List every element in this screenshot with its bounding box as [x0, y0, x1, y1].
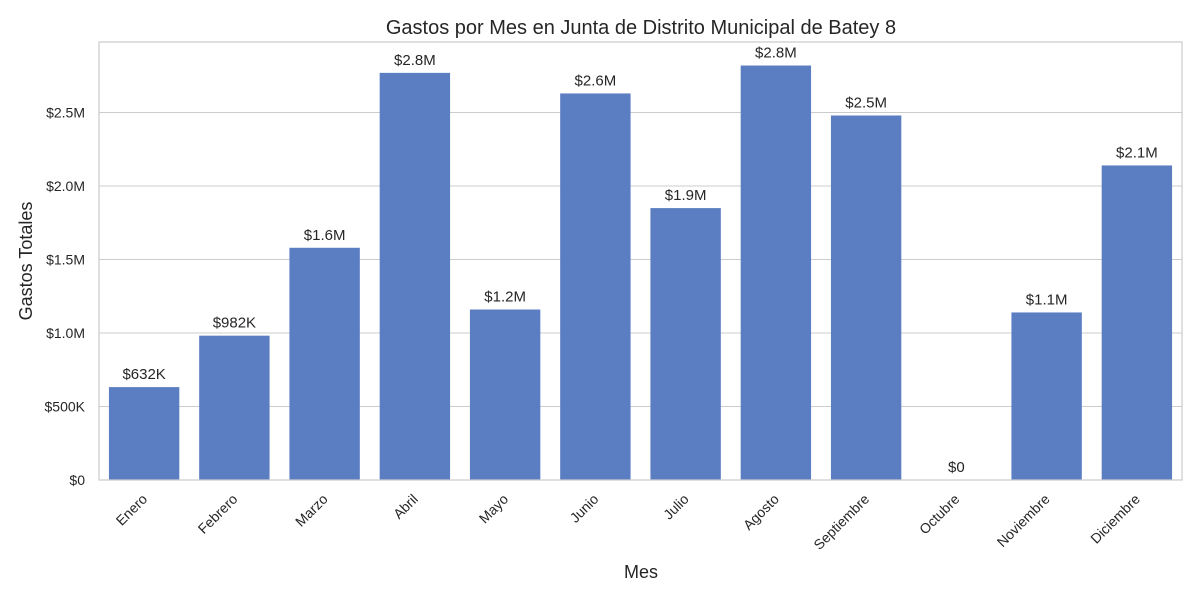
- x-tick-label: Marzo: [292, 491, 331, 530]
- bar: [650, 208, 721, 480]
- x-axis-title: Mes: [624, 562, 658, 582]
- plot-frame: [98, 41, 1183, 481]
- y-tick-label: $1.0M: [46, 325, 85, 341]
- y-axis-ticks: $0 $500K $1.0M $1.5M $2.0M $2.5M: [45, 105, 86, 488]
- bar: [1101, 165, 1173, 481]
- x-tick-label: Mayo: [476, 491, 512, 527]
- bar: [379, 72, 451, 480]
- y-tick-label: $2.5M: [46, 105, 85, 121]
- y-tick-label: $1.5M: [46, 252, 85, 268]
- bar: [199, 335, 270, 480]
- bar-value-labels: $632K $982K $1.6M $2.8M $1.2M $2.6M $1.9M $2.8M…: [122, 45, 1157, 476]
- x-tick-label: Junio: [567, 491, 602, 526]
- bar-value-label: $2.8M: [755, 45, 797, 62]
- bar-value-label: $1.6M: [304, 227, 346, 244]
- x-tick-label: Febrero: [195, 491, 241, 537]
- bar-value-label: $2.8M: [394, 52, 436, 69]
- gridlines: [99, 112, 1182, 408]
- bar-value-label: $2.5M: [845, 94, 887, 111]
- bar-value-label: $982K: [213, 315, 256, 332]
- y-axis-title: Gastos Totales: [16, 202, 36, 321]
- y-tick-label: $2.0M: [46, 178, 85, 194]
- bar-value-label: $1.2M: [484, 289, 526, 306]
- chart-title: Gastos por Mes en Junta de Distrito Muni…: [386, 17, 896, 39]
- x-tick-label: Enero: [113, 491, 151, 529]
- x-tick-label: Septiembre: [810, 491, 872, 553]
- bars: [108, 65, 1173, 481]
- bar: [740, 65, 812, 480]
- bar: [830, 115, 902, 480]
- bar: [560, 93, 631, 480]
- bar-value-label: $2.1M: [1116, 144, 1158, 161]
- bar: [108, 387, 180, 480]
- x-tick-label: Octubre: [916, 491, 963, 538]
- bar-value-label: $1.1M: [1026, 291, 1068, 308]
- y-tick-label: $500K: [45, 399, 86, 415]
- bar-value-label: $0: [948, 459, 965, 476]
- bar-value-label: $1.9M: [665, 187, 707, 204]
- x-tick-label: Agosto: [740, 491, 782, 533]
- bar: [1011, 312, 1082, 480]
- x-axis-ticks: Enero Febrero Marzo Abril Mayo Junio Julio Agos…: [113, 491, 1144, 553]
- x-tick-label: Diciembre: [1087, 491, 1143, 547]
- bar: [289, 247, 360, 480]
- x-tick-label: Abril: [390, 491, 421, 522]
- x-tick-label: Julio: [660, 491, 692, 523]
- y-tick-label: $0: [69, 472, 85, 488]
- bar-value-label: $632K: [122, 366, 165, 383]
- bar: [469, 309, 541, 480]
- bar-value-label: $2.6M: [575, 72, 617, 89]
- x-tick-label: Noviembre: [994, 491, 1053, 550]
